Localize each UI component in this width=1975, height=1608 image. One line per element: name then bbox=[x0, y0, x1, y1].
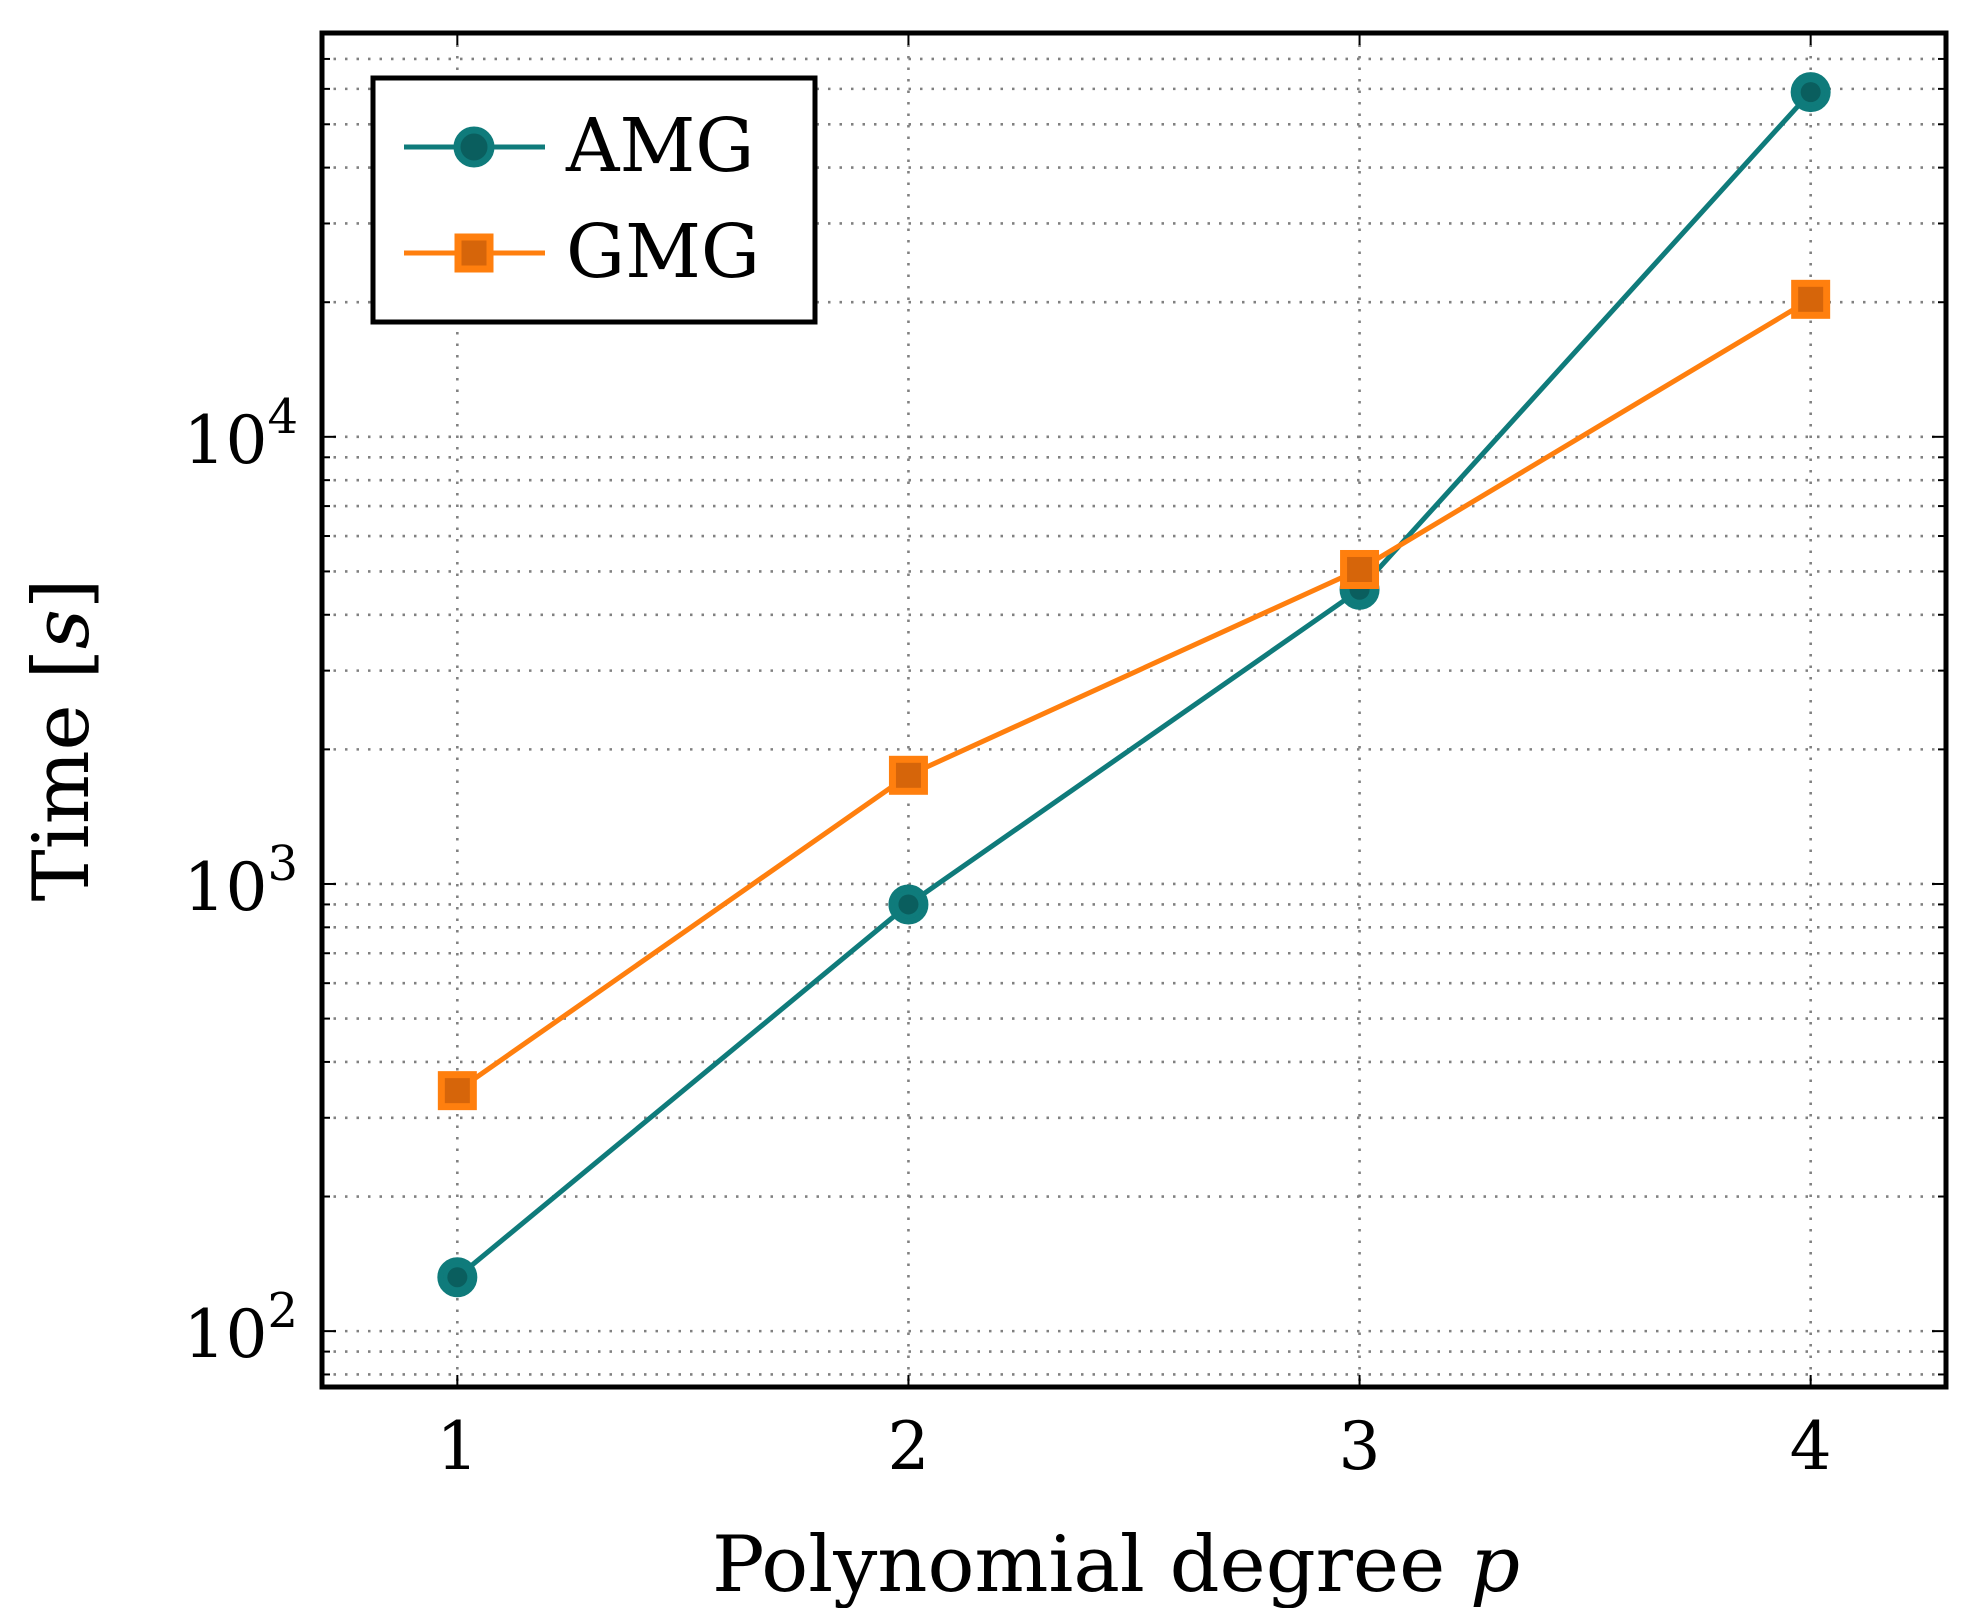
y-axis-unit: s bbox=[17, 609, 107, 649]
data-point-amg-core bbox=[898, 894, 919, 915]
svg-text:Polynomial degree p: Polynomial degree p bbox=[712, 1520, 1520, 1608]
tick-layer: 1 2 3 4 102 103 104 bbox=[183, 32, 1946, 1485]
data-point-gmg bbox=[437, 1071, 477, 1111]
x-tick-label: 4 bbox=[1790, 1408, 1832, 1485]
data-point-gmg bbox=[888, 755, 928, 795]
legend-label-gmg: GMG bbox=[566, 209, 760, 295]
y-tick-label: 103 bbox=[183, 836, 298, 926]
y-axis-unit-close: ] bbox=[17, 579, 107, 609]
legend-entry-amg: AMG bbox=[404, 103, 754, 189]
svg-text:Time [s]: Time [s] bbox=[17, 579, 107, 902]
plot-frame bbox=[319, 30, 1949, 1390]
y-tick-label: 102 bbox=[183, 1283, 298, 1373]
x-axis-variable: p bbox=[1470, 1520, 1520, 1608]
grid-layer bbox=[322, 31, 1946, 1387]
x-axis-label: Polynomial degree bbox=[712, 1520, 1445, 1608]
legend-entry-gmg: GMG bbox=[404, 209, 760, 295]
legend-marker-gmg bbox=[454, 233, 494, 273]
data-point-amg-core bbox=[447, 1267, 468, 1288]
data-point-amg-core bbox=[1800, 82, 1821, 103]
y-tick-label: 104 bbox=[183, 389, 298, 479]
data-point-gmg bbox=[1791, 279, 1831, 319]
legend-box bbox=[370, 75, 818, 325]
y-axis-label: Time bbox=[17, 704, 107, 901]
legend: AMG GMG bbox=[370, 75, 818, 325]
y-axis-title: Time [s] bbox=[17, 579, 107, 902]
series-line-amg bbox=[455, 90, 1813, 1280]
series-layer bbox=[437, 72, 1831, 1298]
x-tick-label: 2 bbox=[887, 1408, 929, 1485]
data-point-gmg bbox=[1340, 549, 1380, 589]
series-line-gmg bbox=[455, 297, 1812, 1093]
y-axis-unit-open: [ bbox=[17, 649, 107, 679]
x-tick-label: 3 bbox=[1339, 1408, 1381, 1485]
x-tick-label: 1 bbox=[436, 1408, 478, 1485]
legend-label-amg: AMG bbox=[565, 103, 754, 189]
legend-marker-amg bbox=[453, 126, 495, 168]
x-axis-title: Polynomial degree p bbox=[712, 1520, 1520, 1608]
